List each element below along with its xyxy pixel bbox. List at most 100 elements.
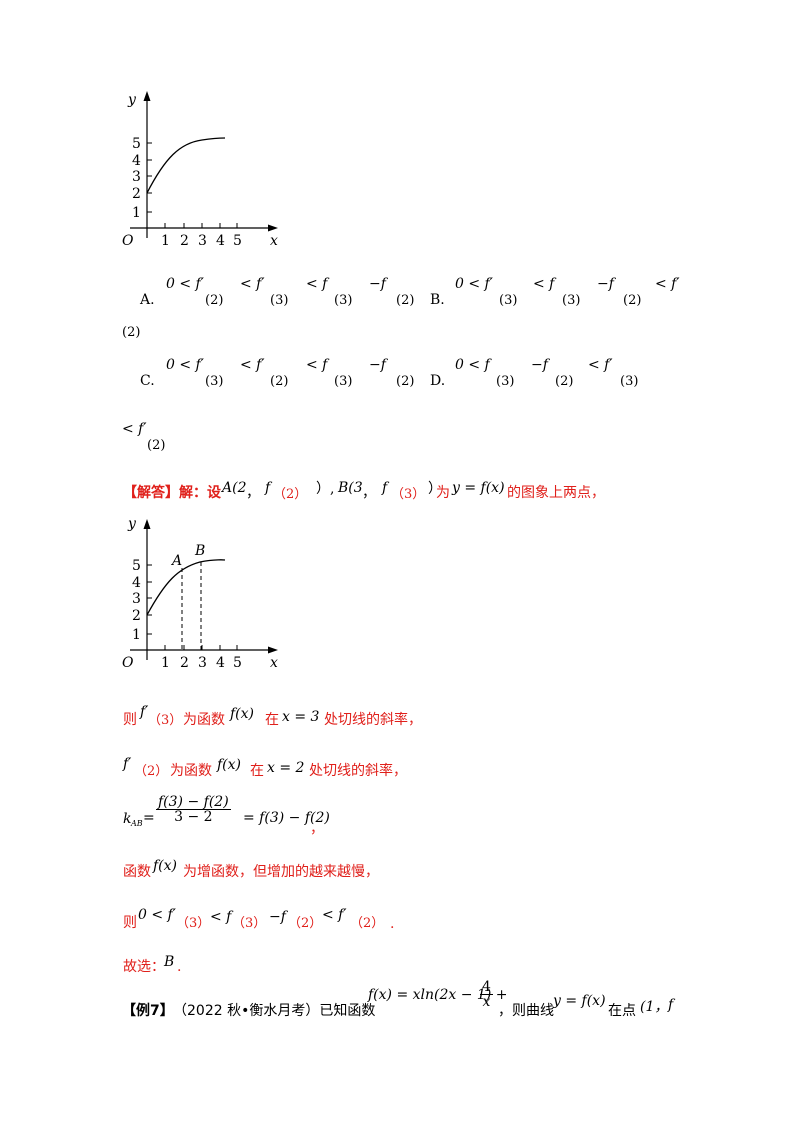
slope-fraction: f(3) − f(2) 3 − 2	[156, 795, 231, 824]
option-b-letter: B.	[430, 292, 445, 308]
close: ）	[428, 481, 442, 497]
x-tick-3: 3	[198, 655, 207, 671]
text: 故选：	[123, 959, 165, 975]
graph-2: A B y x O 1 2 3 4 5 1 2 3 4 5	[122, 516, 278, 671]
option-b-part: < f	[533, 276, 555, 292]
y-label: y	[127, 516, 137, 532]
math: < f′	[322, 907, 347, 923]
option-d-part: (3)	[496, 374, 515, 389]
frac-num: f(3) − f(2)	[156, 794, 231, 810]
x-axis-arrow	[268, 646, 278, 654]
option-c-part: (3)	[334, 374, 353, 389]
y-tick-3: 3	[132, 169, 141, 185]
text: 函数	[123, 864, 151, 880]
origin-label: O	[122, 233, 134, 249]
arg: （2）	[273, 487, 308, 502]
x-tick-1: 1	[161, 233, 170, 249]
graph-1: y x O 1 2 3 4 5 1 2 3 4 5	[122, 91, 278, 249]
y-tick-5: 5	[132, 558, 141, 574]
frac-den: x	[482, 994, 491, 1010]
fx: f(x)	[153, 858, 178, 874]
text: 在	[265, 712, 279, 728]
option-a-part: 0 < f′	[166, 276, 204, 292]
x-tick-2: 2	[180, 655, 189, 671]
x-label: x	[270, 655, 278, 671]
option-c-part: (3)	[205, 374, 224, 389]
point-a-coord: A(2	[222, 480, 247, 496]
point-a-label: A	[170, 553, 182, 569]
option-a-part: (2)	[396, 293, 415, 308]
text: 为增函数，但增加的越来越慢，	[183, 864, 379, 880]
curve	[146, 137, 226, 194]
arg: （2）	[350, 916, 385, 931]
option-a-part: −f	[369, 276, 386, 292]
comma: ，	[362, 485, 376, 501]
frac-den: 3 − 2	[174, 809, 213, 825]
option-c-part: < f′	[240, 357, 265, 373]
option-b-part: 0 < f′	[455, 276, 493, 292]
text: 为函数	[183, 712, 225, 728]
option-d-part: 0 < f	[455, 357, 490, 373]
option-d-part: < f′	[122, 421, 147, 437]
option-d-letter: D.	[430, 373, 446, 389]
x-tick-5: 5	[233, 233, 242, 249]
text: 为函数	[170, 763, 212, 779]
y-tick-4: 4	[132, 575, 141, 591]
option-a-part: < f′	[240, 276, 265, 292]
arg: （3）	[148, 713, 183, 728]
math: 0 < f′	[138, 907, 176, 923]
text: 的图象上两点，	[507, 485, 605, 501]
rhs: = f(3) − f(2)	[243, 810, 330, 826]
curve	[146, 559, 226, 616]
example-source: （2022 秋•衡水月考）已知函数	[173, 1003, 376, 1019]
x-axis-arrow	[268, 224, 278, 232]
option-c-part: (2)	[270, 374, 289, 389]
text: 则	[123, 712, 137, 728]
text: 在点	[608, 1003, 636, 1019]
k-sub: AB	[131, 819, 143, 828]
fx: f(x)	[230, 706, 255, 722]
option-c-part: −f	[369, 357, 386, 373]
point: (1，	[640, 999, 669, 1015]
math: −f	[269, 909, 286, 925]
equals: =	[143, 810, 155, 826]
option-a-part: < f	[306, 276, 328, 292]
point-b-label: B	[194, 543, 205, 559]
text: 处切线的斜率，	[324, 712, 422, 728]
option-c-part: (2)	[396, 374, 415, 389]
y-axis-arrow	[143, 91, 151, 101]
y-tick-5: 5	[132, 136, 141, 152]
option-a-part: (2)	[205, 293, 224, 308]
curve-eq: y = f(x)	[553, 993, 606, 1009]
arg: （2）	[288, 916, 323, 931]
solution-label: 【解答】解：设	[123, 485, 221, 501]
f-symbol: f	[668, 997, 674, 1013]
arg: （2）	[134, 764, 169, 779]
text: 在	[250, 763, 264, 779]
comma: ，	[246, 485, 260, 501]
f-symbol: f	[265, 480, 271, 496]
answer: B	[164, 954, 175, 970]
option-c-letter: C.	[140, 373, 155, 389]
text: 处切线的斜率，	[309, 763, 407, 779]
math: < f	[210, 909, 232, 925]
y-tick-4: 4	[132, 153, 141, 169]
eq: x = 3	[282, 709, 320, 725]
option-a-part: (3)	[334, 293, 353, 308]
option-d-part: −f	[531, 357, 548, 373]
period: .	[177, 959, 182, 975]
text: ，则曲线	[498, 1003, 554, 1019]
option-a-part: (3)	[270, 293, 289, 308]
option-b-part: −f	[597, 276, 614, 292]
text: 则	[123, 915, 137, 931]
k: k	[123, 811, 132, 827]
option-a-letter: A.	[140, 292, 155, 308]
comma: ，	[310, 821, 324, 837]
arg: （3）	[176, 916, 211, 931]
close: ）,	[316, 481, 335, 497]
y-axis-arrow	[143, 519, 151, 529]
equation: y = f(x)	[452, 480, 505, 496]
option-d-part: (2)	[147, 438, 166, 453]
y-tick-3: 3	[132, 591, 141, 607]
option-b-part: (3)	[562, 293, 581, 308]
